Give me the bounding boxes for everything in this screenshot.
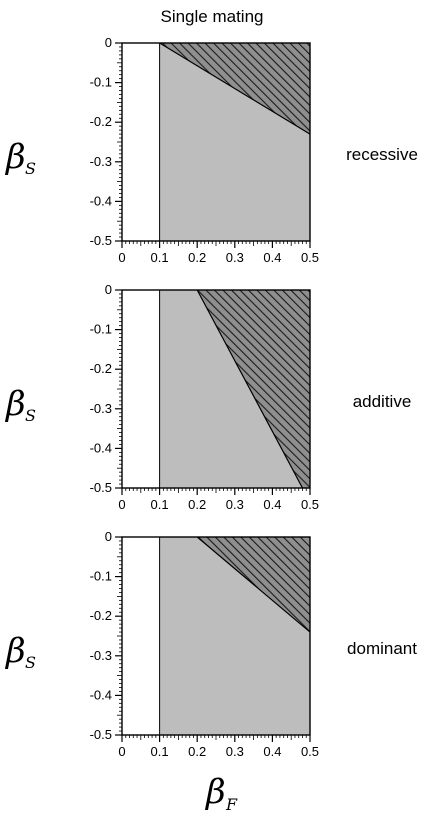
white-region — [122, 537, 160, 735]
y-tick-label: -0.3 — [90, 154, 112, 169]
y-tick-label: -0.5 — [90, 480, 112, 495]
panel-label: additive — [353, 392, 412, 411]
y-tick-label: -0.5 — [90, 727, 112, 742]
white-region — [122, 290, 160, 488]
y-axis-subscript: S — [25, 159, 36, 178]
y-tick-label: -0.1 — [90, 569, 112, 584]
figure-title: Single mating — [160, 7, 263, 26]
x-axis-label: β F — [204, 772, 238, 814]
panels: 0 -0.1 -0.2 -0.3 -0.4 -0.5 0 0.1 0.2 0.3 0.4 0.5 rec… — [4, 35, 418, 759]
hatched-boundary-line — [196, 536, 311, 633]
x-tick-label: 0.3 — [226, 744, 244, 759]
y-tick-label: 0 — [105, 282, 112, 297]
x-tick-label: 0.1 — [151, 497, 169, 512]
x-tick-label: 0 — [118, 250, 125, 265]
panel-recessive: 0 -0.1 -0.2 -0.3 -0.4 -0.5 0 0.1 0.2 0.3 0.4 0.5 rec… — [4, 35, 418, 265]
y-tick-label: -0.1 — [90, 322, 112, 337]
y-tick-label: -0.4 — [90, 440, 112, 455]
y-tick-label: 0 — [105, 35, 112, 50]
y-tick-label: -0.2 — [90, 114, 112, 129]
x-axis-subscript: F — [225, 795, 238, 814]
panel-label: dominant — [347, 639, 417, 658]
x-tick-label: 0 — [118, 497, 125, 512]
y-tick-label: -0.2 — [90, 361, 112, 376]
x-tick-label: 0.5 — [301, 497, 319, 512]
y-tick-label: 0 — [105, 529, 112, 544]
y-axis-symbol: β — [4, 137, 26, 177]
y-axis-subscript: S — [25, 406, 36, 425]
y-axis-symbol: β — [4, 384, 26, 424]
panel-label: recessive — [346, 145, 418, 164]
x-tick-label: 0.3 — [226, 250, 244, 265]
x-tick-label: 0.2 — [188, 744, 206, 759]
x-tick-label: 0.2 — [188, 497, 206, 512]
x-tick-label: 0.5 — [301, 250, 319, 265]
y-axis-subscript: S — [25, 653, 36, 672]
x-tick-label: 0.1 — [151, 744, 169, 759]
x-tick-label: 0.4 — [263, 497, 281, 512]
y-axis-symbol: β — [4, 631, 26, 671]
x-tick-label: 0.4 — [263, 744, 281, 759]
hatched-boundary-line — [159, 42, 311, 135]
x-axis-symbol: β — [204, 772, 226, 812]
y-tick-label: -0.2 — [90, 608, 112, 623]
panel-additive: 0 -0.1 -0.2 -0.3 -0.4 -0.5 0 0.1 0.2 0.3 0.4 0.5 add… — [4, 282, 411, 512]
y-tick-label: -0.3 — [90, 648, 112, 663]
y-tick-label: -0.1 — [90, 75, 112, 90]
white-region — [122, 43, 160, 241]
hatched-boundary-line — [196, 289, 304, 489]
hatched-region — [197, 290, 310, 488]
panel-dominant: 0 -0.1 -0.2 -0.3 -0.4 -0.5 0 0.1 0.2 0.3 0.4 0.5 dom… — [4, 529, 417, 759]
y-tick-label: -0.5 — [90, 233, 112, 248]
y-tick-label: -0.4 — [90, 687, 112, 702]
x-tick-label: 0.1 — [151, 250, 169, 265]
x-tick-label: 0.2 — [188, 250, 206, 265]
x-tick-label: 0.4 — [263, 250, 281, 265]
x-tick-label: 0.5 — [301, 744, 319, 759]
x-tick-label: 0 — [118, 744, 125, 759]
y-tick-label: -0.4 — [90, 193, 112, 208]
x-tick-label: 0.3 — [226, 497, 244, 512]
y-tick-label: -0.3 — [90, 401, 112, 416]
